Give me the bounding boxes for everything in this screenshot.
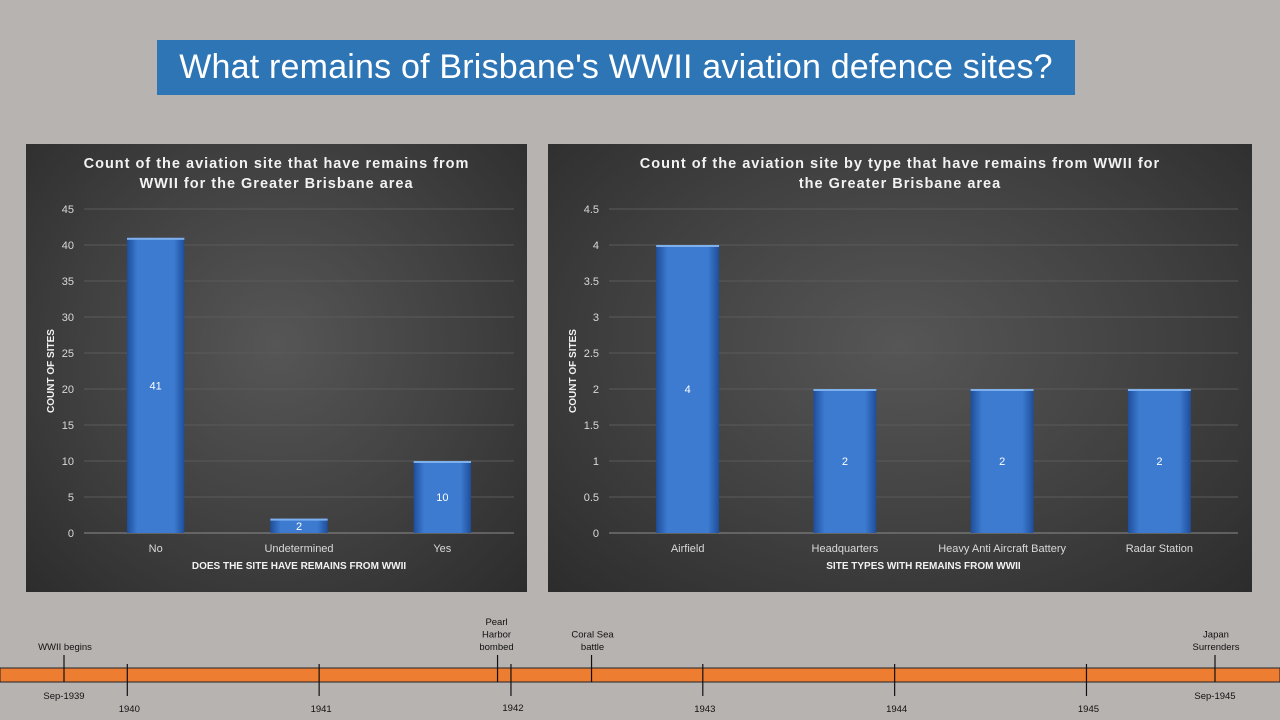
year-label: 1942 bbox=[502, 703, 523, 714]
y-axis-title: COUNT OF SITES bbox=[568, 329, 579, 413]
year-label: 1940 bbox=[119, 704, 140, 715]
data-label: 2 bbox=[296, 521, 302, 533]
x-tick-label: Yes bbox=[433, 543, 451, 555]
y-tick-label: 2 bbox=[593, 384, 599, 396]
chart-title-line: Count of the aviation site that have rem… bbox=[83, 156, 470, 172]
bar-top-highlight bbox=[813, 389, 877, 391]
y-tick-label: 4 bbox=[593, 240, 599, 252]
year-label: 1945 bbox=[1078, 704, 1099, 715]
bar-radar-station bbox=[1127, 389, 1191, 533]
bar-no bbox=[127, 237, 185, 534]
chart-remains-svg: 0 5 10 15 20 25 30 35 40 45 41 No 2 Undetermined 10 Yes… bbox=[46, 204, 514, 572]
x-axis-title: SITE TYPES WITH REMAINS FROM WWII bbox=[826, 561, 1021, 572]
y-tick-label: 1 bbox=[593, 456, 599, 468]
y-tick-label: 0 bbox=[68, 528, 74, 540]
ww2-timeline: 1940 1941 1942 1943 1944 1945 Sep-1939 Sep-1945… bbox=[0, 617, 1280, 715]
x-tick-label: Headquarters bbox=[812, 543, 879, 555]
event-label: battle bbox=[581, 642, 604, 653]
endpoint-label: Sep-1945 bbox=[1194, 691, 1235, 702]
page-title-banner: What remains of Brisbane's WWII aviation… bbox=[157, 40, 1075, 95]
chart-panel-remains: Count of the aviation site that have rem… bbox=[26, 144, 527, 592]
data-label: 10 bbox=[436, 492, 448, 504]
y-tick-label: 2.5 bbox=[584, 348, 599, 360]
event-label: Harbor bbox=[482, 630, 511, 641]
x-tick-label: Heavy Anti Aircraft Battery bbox=[938, 543, 1066, 555]
year-label: 1944 bbox=[886, 704, 907, 715]
y-tick-label: 20 bbox=[62, 384, 74, 396]
x-axis-title: DOES THE SITE HAVE REMAINS FROM WWII bbox=[192, 561, 406, 572]
event-label: Coral Sea bbox=[571, 630, 614, 641]
bar-top-highlight bbox=[656, 245, 720, 247]
bar-top-highlight bbox=[270, 518, 328, 521]
chart-panel-site-types: Count of the aviation site by type that … bbox=[548, 144, 1252, 592]
bar-headquarters bbox=[813, 389, 877, 533]
y-tick-label: 0.5 bbox=[584, 492, 599, 504]
data-label: 2 bbox=[999, 456, 1005, 468]
bar-heavy-anti-aircraft-battery bbox=[970, 389, 1034, 533]
x-tick-label: No bbox=[149, 543, 163, 555]
y-axis-title: COUNT OF SITES bbox=[46, 329, 57, 413]
data-label: 2 bbox=[1156, 456, 1162, 468]
bar-yes bbox=[413, 461, 471, 533]
y-tick-label: 15 bbox=[62, 420, 74, 432]
chart-title: Count of the aviation site by type that … bbox=[548, 154, 1252, 194]
y-tick-label: 45 bbox=[62, 204, 74, 216]
x-tick-label: Airfield bbox=[671, 543, 705, 555]
data-label: 41 bbox=[150, 380, 162, 392]
chart-title: Count of the aviation site that have rem… bbox=[26, 154, 527, 194]
bar-top-highlight bbox=[970, 389, 1034, 391]
bar-airfield bbox=[656, 245, 720, 533]
bar-top-highlight bbox=[127, 237, 185, 240]
x-tick-label: Undetermined bbox=[264, 543, 333, 555]
y-tick-label: 5 bbox=[68, 492, 74, 504]
year-label: 1943 bbox=[694, 704, 715, 715]
y-tick-label: 10 bbox=[62, 456, 74, 468]
y-tick-label: 1.5 bbox=[584, 420, 599, 432]
event-label: Surrenders bbox=[1193, 642, 1240, 653]
y-tick-label: 4.5 bbox=[584, 204, 599, 216]
chart-title-line: Count of the aviation site by type that … bbox=[639, 156, 1161, 172]
bar-top-highlight bbox=[413, 461, 471, 463]
chart-title-line: WWII for the Greater Brisbane area bbox=[139, 176, 414, 192]
event-label: Japan bbox=[1203, 630, 1229, 641]
x-tick-label: Radar Station bbox=[1126, 543, 1193, 555]
data-label: 2 bbox=[842, 456, 848, 468]
bar-top-highlight bbox=[1127, 389, 1191, 391]
y-tick-label: 25 bbox=[62, 348, 74, 360]
year-label: 1941 bbox=[311, 704, 332, 715]
data-label: 4 bbox=[685, 384, 691, 396]
page-title: What remains of Brisbane's WWII aviation… bbox=[179, 48, 1053, 86]
y-tick-label: 35 bbox=[62, 276, 74, 288]
chart-site-types-svg: 0 0.5 1 1.5 2 2.5 3 3.5 4 4.5 4 Airfield 2 Headquarte… bbox=[568, 204, 1238, 572]
y-tick-label: 30 bbox=[62, 312, 74, 324]
bar-undetermined bbox=[270, 518, 328, 533]
y-tick-label: 0 bbox=[593, 528, 599, 540]
event-label: WWII begins bbox=[38, 642, 92, 653]
event-label: bombed bbox=[479, 642, 513, 653]
y-tick-label: 3 bbox=[593, 312, 599, 324]
event-label: Pearl bbox=[485, 617, 507, 628]
y-tick-label: 40 bbox=[62, 240, 74, 252]
timeline-bar bbox=[0, 667, 1280, 683]
endpoint-label: Sep-1939 bbox=[43, 691, 84, 702]
y-tick-label: 3.5 bbox=[584, 276, 599, 288]
chart-title-line: the Greater Brisbane area bbox=[798, 176, 1002, 192]
